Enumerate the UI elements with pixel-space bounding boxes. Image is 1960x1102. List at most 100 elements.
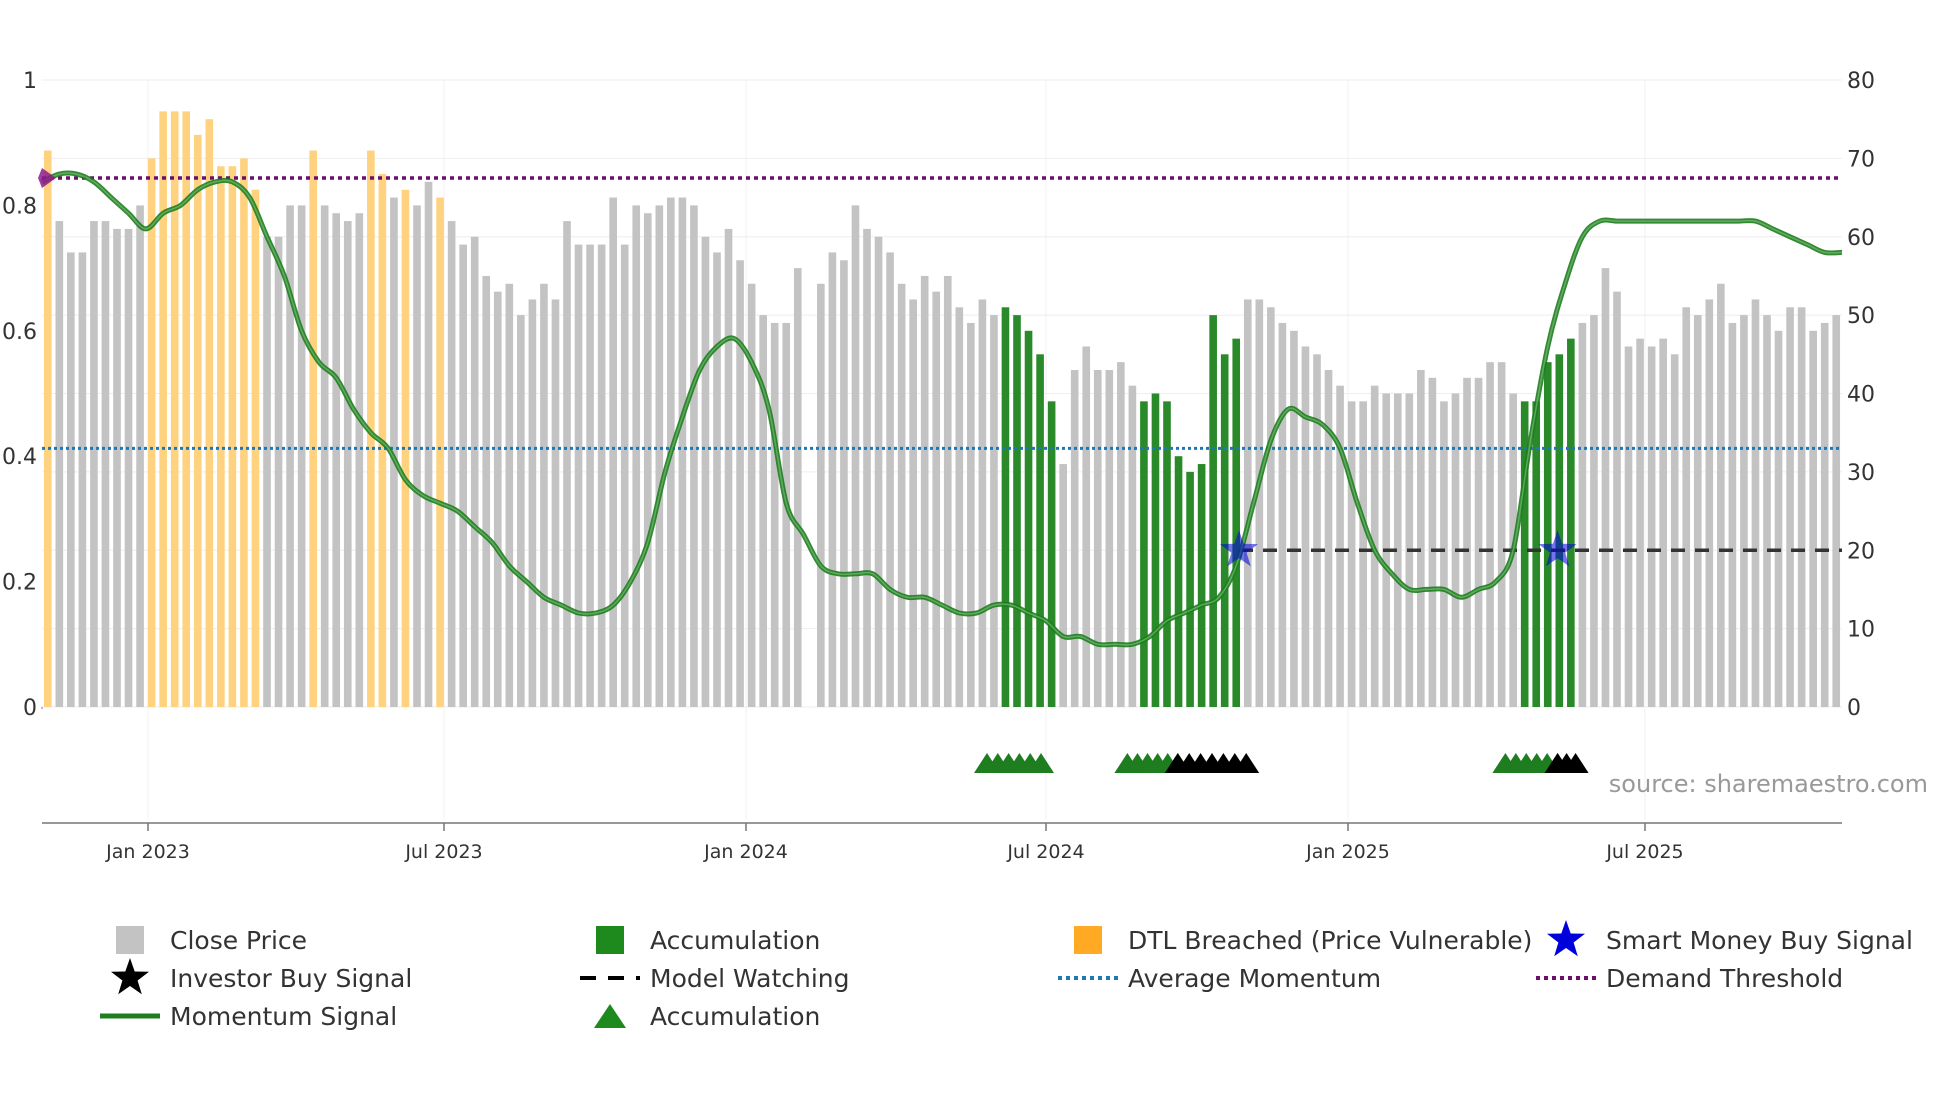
close-price-bar (632, 205, 641, 707)
close-price-bar (886, 252, 894, 707)
close-price-bar (690, 205, 698, 707)
close-price-bar (1417, 369, 1425, 707)
close-price-bar (978, 299, 987, 707)
legend-item: Momentum Signal (100, 1002, 397, 1031)
close-price-bar (274, 236, 283, 707)
accumulation-bar (1567, 338, 1575, 707)
close-price-bar (932, 291, 941, 707)
legend: Close Price Accumulation DTL Breached (Pri… (100, 920, 1913, 1031)
y-right-tick-label: 20 (1847, 539, 1875, 564)
close-price-bar (1659, 338, 1667, 707)
dtl-breached-bar (436, 197, 444, 707)
legend-item: Close Price (116, 926, 307, 955)
accumulation-bar (1013, 315, 1021, 708)
close-price-bar (943, 275, 952, 707)
legend-label: Average Momentum (1128, 964, 1381, 993)
dtl-breached-bar (170, 111, 179, 708)
close-price-bar (55, 221, 64, 707)
accumulation-bar (1520, 401, 1529, 707)
close-price-bar (1105, 369, 1114, 707)
smart-money-buy-star (1538, 530, 1577, 567)
x-tick-label: Jul 2025 (1605, 841, 1683, 863)
close-price-bar (782, 322, 791, 707)
close-price-bar (1613, 291, 1621, 707)
close-price-bar (78, 252, 87, 707)
close-price-bar (1717, 283, 1725, 707)
close-price-bar (1093, 369, 1102, 707)
legend-item: Accumulation (596, 926, 820, 955)
close-price-bar (955, 307, 964, 707)
green-triangle-icon (594, 1004, 626, 1028)
close-price-bar (1359, 401, 1367, 707)
close-price-bar (528, 299, 537, 707)
close-price-bar (343, 221, 352, 707)
dtl-breached-bar (251, 189, 260, 708)
y-right-tick-label: 50 (1847, 304, 1875, 329)
close-price-bar (1693, 315, 1702, 708)
close-price-bar (90, 221, 98, 707)
close-price-bar (713, 252, 721, 707)
close-price-bar (332, 213, 341, 708)
x-tick-label: Jan 2025 (1305, 841, 1390, 863)
accumulation-bar (1532, 401, 1541, 707)
accumulation-bar (1555, 354, 1564, 707)
close-price-bar (724, 228, 733, 707)
close-price-bar (124, 228, 133, 707)
close-price-bar (67, 252, 75, 707)
close-price-bar (1463, 377, 1471, 707)
y-right-tick-label: 10 (1847, 618, 1875, 643)
close-price-bar (1682, 307, 1691, 707)
dtl-legend-swatch (1074, 926, 1102, 954)
close-price-bar (770, 322, 779, 707)
close-price-bar (482, 275, 491, 707)
momentum-start-marker (38, 167, 56, 188)
legend-label: Accumulation (650, 926, 820, 955)
close-price-bar (297, 205, 306, 707)
legend-item: Smart Money Buy Signal (1547, 920, 1913, 957)
signal-markers (38, 167, 1589, 773)
close-price-bar (1128, 385, 1137, 707)
close-price-bar (1740, 315, 1748, 708)
accumulation-triangle (1028, 753, 1054, 773)
legend-item: DTL Breached (Price Vulnerable) (1074, 926, 1532, 955)
close-price-bar (1301, 346, 1310, 707)
close-price-bar (1832, 315, 1841, 708)
accumulation-legend-swatch (596, 926, 624, 954)
close-price-bar (840, 260, 848, 707)
close-price-bar (1393, 393, 1402, 707)
close-price-bar (1751, 299, 1760, 707)
accumulation-bar (1024, 330, 1033, 707)
close-price-bar (320, 205, 329, 707)
dtl-breached-bar (309, 150, 317, 708)
legend-label: Model Watching (650, 964, 850, 993)
close-price-bar (1267, 307, 1275, 707)
close-price-bar (736, 260, 744, 707)
accumulation-bar (1163, 401, 1171, 707)
dtl-breached-bar (217, 166, 225, 707)
x-tick-label: Jul 2024 (1006, 841, 1084, 863)
close-price-bar (390, 197, 398, 707)
investor-buy-triangle (1233, 753, 1260, 773)
close-price-bar (793, 268, 802, 707)
dtl-breached-bar (193, 134, 202, 708)
dtl-breached-bar (240, 158, 248, 708)
legend-label: Momentum Signal (170, 1002, 397, 1031)
close-price-bar (563, 221, 571, 707)
close-price-bar (101, 221, 110, 707)
close-price-bar (1786, 307, 1794, 707)
momentum-signal-highlight (41, 172, 1843, 646)
close-price-bar (1243, 299, 1252, 707)
close-price-bar (1624, 346, 1633, 707)
y-right-tick-label: 70 (1847, 147, 1875, 172)
close-price-bar (1601, 268, 1610, 707)
close-price-bar (1313, 354, 1321, 707)
x-tick-label: Jan 2023 (105, 841, 190, 863)
close-price-bar (1278, 322, 1287, 707)
legend-label: DTL Breached (Price Vulnerable) (1128, 926, 1532, 955)
close-price-bar (1670, 354, 1679, 707)
legend-label: Accumulation (650, 1002, 820, 1031)
dtl-breached-bar (205, 119, 214, 707)
close-price-bar (1336, 385, 1344, 707)
close-price-bar (874, 236, 883, 707)
